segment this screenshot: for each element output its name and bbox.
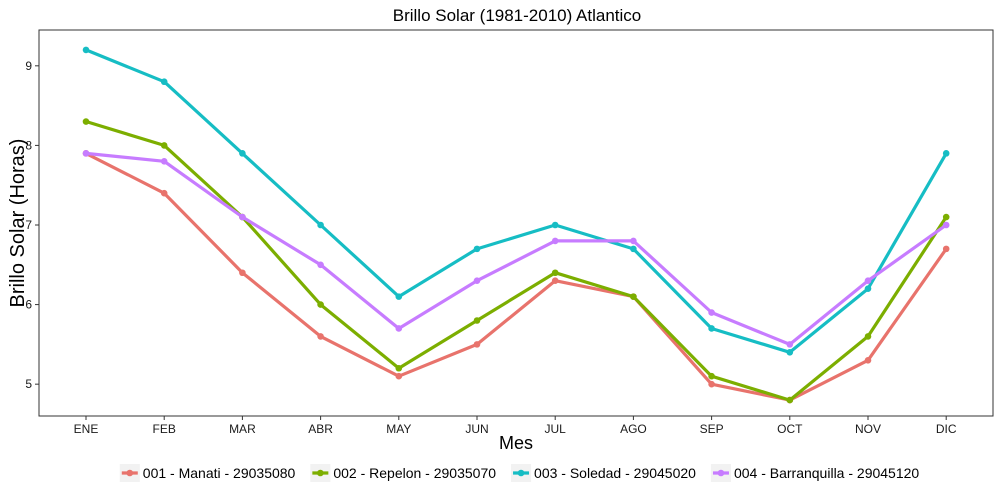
data-point [551,277,559,285]
x-axis: ENE FEB MAR ABR MAY JUN JUL AGO SEP OCT NOV DIC [74,416,957,436]
legend-key-point [517,469,525,477]
x-tick-label: ENE [74,422,99,436]
legend-item: 003 - Soledad - 29045020 [511,464,696,482]
x-tick-label: FEB [153,422,176,436]
x-tick-label: MAR [229,422,256,436]
data-point [82,46,90,54]
data-point [239,150,246,157]
data-point [630,293,637,300]
data-point [317,261,324,269]
series-line [84,48,948,354]
data-point [786,396,794,404]
legend-label: 003 - Soledad - 29045020 [534,465,696,481]
data-point [160,142,168,149]
y-tick-label: 9 [25,59,32,73]
data-point [864,285,872,292]
data-point [395,364,403,372]
data-point [551,221,559,229]
data-point [942,150,950,157]
series-layer [82,46,950,404]
y-tick-label: 6 [25,298,32,312]
data-point [864,333,872,340]
legend-label: 001 - Manati - 29035080 [143,465,296,481]
x-tick-label: OCT [777,422,803,436]
data-point [864,356,872,364]
data-point [82,150,90,157]
x-tick-label: DIC [936,422,957,436]
data-point [473,245,481,253]
chart-title: Brillo Solar (1981-2010) Atlantico [393,6,642,25]
data-point [864,277,872,285]
data-point [317,333,324,340]
data-point [630,237,637,245]
data-point [160,158,168,165]
legend-item: 002 - Repelon - 29035070 [310,464,496,482]
data-point [317,221,324,229]
legend-key-point [717,469,725,477]
series-4 [82,150,950,348]
y-tick-label: 5 [25,377,32,391]
y-axis: 5 6 7 8 9 [25,59,39,391]
legend-item: 001 - Manati - 29035080 [119,464,296,482]
x-axis-title: Mes [499,433,533,453]
x-tick-label: ABR [308,422,333,436]
series-2 [82,118,950,404]
x-tick-label: MAY [386,422,411,436]
data-point [473,277,481,285]
x-tick-label: AGO [620,422,647,436]
legend-label: 002 - Repelon - 29035070 [333,465,496,481]
legend-item: 004 - Barranquilla - 29045120 [710,464,919,482]
legend-label: 004 - Barranquilla - 29045120 [734,465,919,481]
y-tick-label: 8 [25,138,32,152]
data-point [708,380,715,388]
x-tick-label: NOV [855,422,881,436]
data-point [473,317,481,324]
data-point [317,301,324,308]
series-line [84,151,948,346]
data-point [551,269,559,277]
data-point [239,269,246,277]
y-axis-title: Brillo Solar (Horas) [7,139,29,308]
series-line [84,151,948,402]
data-point [786,349,794,356]
data-point [942,213,950,221]
data-point [239,213,246,221]
data-point [395,325,403,332]
data-point [395,293,403,300]
series-3 [82,46,950,356]
data-point [708,309,715,316]
data-point [630,245,637,253]
series-line [84,119,948,402]
data-point [473,341,481,348]
data-point [942,221,950,229]
data-point [708,325,715,332]
data-point [786,341,794,348]
data-point [160,78,168,86]
x-tick-label: JUN [465,422,488,436]
data-point [551,237,559,245]
legend-key-point [126,469,134,477]
data-point [82,118,90,125]
y-tick-label: 7 [25,218,32,232]
x-tick-label: JUL [545,422,567,436]
x-tick-label: SEP [700,422,724,436]
data-point [160,189,168,197]
data-point [708,372,715,380]
plot-panel [38,29,994,417]
data-point [942,245,950,253]
legend-key-point [317,469,324,477]
data-point [395,372,403,380]
legend: 001 - Manati - 29035080 002 - Repelon - 2… [119,464,919,482]
